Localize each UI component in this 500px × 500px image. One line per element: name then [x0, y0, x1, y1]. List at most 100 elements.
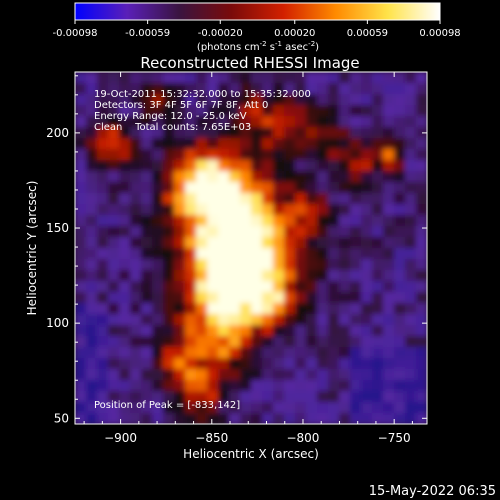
heatmap-cell	[207, 127, 219, 139]
heatmap-cell	[185, 105, 197, 117]
heatmap-cell	[240, 226, 252, 238]
heatmap-cell	[108, 325, 120, 337]
heatmap-cell	[229, 380, 241, 392]
heatmap-cell	[108, 83, 120, 95]
heatmap-cell	[350, 380, 362, 392]
heatmap-cell	[130, 105, 142, 117]
heatmap-cell	[108, 259, 120, 271]
heatmap-cell	[86, 215, 98, 227]
heatmap-cell	[317, 391, 329, 403]
heatmap-cell	[141, 281, 153, 293]
heatmap-cell	[306, 182, 318, 194]
heatmap-cell	[251, 127, 263, 139]
heatmap-cell	[306, 391, 318, 403]
heatmap-cell	[97, 94, 109, 106]
heatmap-cell	[295, 281, 307, 293]
heatmap-cell	[295, 347, 307, 359]
heatmap-cell	[108, 248, 120, 260]
heatmap-cell	[328, 248, 340, 260]
heatmap-cell	[284, 391, 296, 403]
heatmap-cell	[328, 391, 340, 403]
x-tick-label: −750	[378, 431, 411, 445]
heatmap-cell	[416, 215, 427, 227]
heatmap-cell	[328, 193, 340, 205]
heatmap-cell	[75, 83, 87, 95]
heatmap-cell	[185, 116, 197, 128]
heatmap-cell	[185, 369, 197, 381]
heatmap-cell	[251, 391, 263, 403]
heatmap-cell	[328, 237, 340, 249]
heatmap-cell	[328, 259, 340, 271]
heatmap-cell	[152, 105, 164, 117]
heatmap-cell	[141, 303, 153, 315]
heatmap-cell	[416, 292, 427, 304]
heatmap-cell	[273, 138, 285, 150]
heatmap-cell	[163, 336, 175, 348]
heatmap-cell	[229, 116, 241, 128]
heatmap-cell	[350, 336, 362, 348]
heatmap-cell	[119, 94, 131, 106]
heatmap-cell	[306, 270, 318, 282]
heatmap-cell	[97, 149, 109, 161]
heatmap-cell	[361, 303, 373, 315]
heatmap-cell	[416, 413, 427, 424]
heatmap-cell	[163, 380, 175, 392]
heatmap-cell	[405, 127, 417, 139]
heatmap-cell	[163, 402, 175, 414]
heatmap-cell	[141, 215, 153, 227]
heatmap-cell	[207, 402, 219, 414]
heatmap-cell	[240, 72, 252, 84]
heatmap-cell	[163, 347, 175, 359]
heatmap-cell	[75, 292, 87, 304]
heatmap-cell	[394, 303, 406, 315]
heatmap-cell	[108, 270, 120, 282]
heatmap-cell	[218, 226, 230, 238]
heatmap-cell	[152, 314, 164, 326]
heatmap-cell	[207, 138, 219, 150]
heatmap-cell	[295, 270, 307, 282]
heatmap-cell	[141, 105, 153, 117]
heatmap-cell	[163, 215, 175, 227]
heatmap-cell	[141, 116, 153, 128]
heatmap-cell	[339, 237, 351, 249]
heatmap-cell	[383, 303, 395, 315]
heatmap-cell	[328, 72, 340, 84]
heatmap-cell	[405, 259, 417, 271]
heatmap-cell	[416, 182, 427, 194]
heatmap-cell	[262, 127, 274, 139]
heatmap-cell	[295, 94, 307, 106]
heatmap-cell	[163, 248, 175, 260]
heatmap-area	[75, 72, 427, 424]
heatmap-cell	[339, 336, 351, 348]
heatmap-cell	[394, 325, 406, 337]
heatmap-cell	[185, 248, 197, 260]
heatmap-cell	[119, 281, 131, 293]
heatmap-cell	[152, 380, 164, 392]
heatmap-cell	[284, 215, 296, 227]
heatmap-cell	[75, 116, 87, 128]
heatmap-cell	[174, 336, 186, 348]
heatmap-cell	[196, 94, 208, 106]
heatmap-cell	[339, 391, 351, 403]
heatmap-cell	[394, 160, 406, 172]
heatmap-cell	[383, 171, 395, 183]
heatmap-cell	[229, 193, 241, 205]
heatmap-cell	[97, 160, 109, 172]
heatmap-cell	[328, 127, 340, 139]
heatmap-cell	[361, 413, 373, 424]
heatmap-cell	[229, 149, 241, 161]
heatmap-cell	[86, 259, 98, 271]
heatmap-cell	[328, 347, 340, 359]
heatmap-cell	[163, 270, 175, 282]
heatmap-cell	[372, 369, 384, 381]
heatmap-cell	[152, 347, 164, 359]
heatmap-cell	[229, 226, 241, 238]
heatmap-cell	[394, 292, 406, 304]
heatmap-cell	[262, 182, 274, 194]
heatmap-cell	[207, 325, 219, 337]
heatmap-cell	[405, 215, 417, 227]
y-axis-label: Heliocentric Y (arcsec)	[25, 181, 39, 316]
heatmap-cell	[163, 149, 175, 161]
heatmap-cell	[108, 237, 120, 249]
